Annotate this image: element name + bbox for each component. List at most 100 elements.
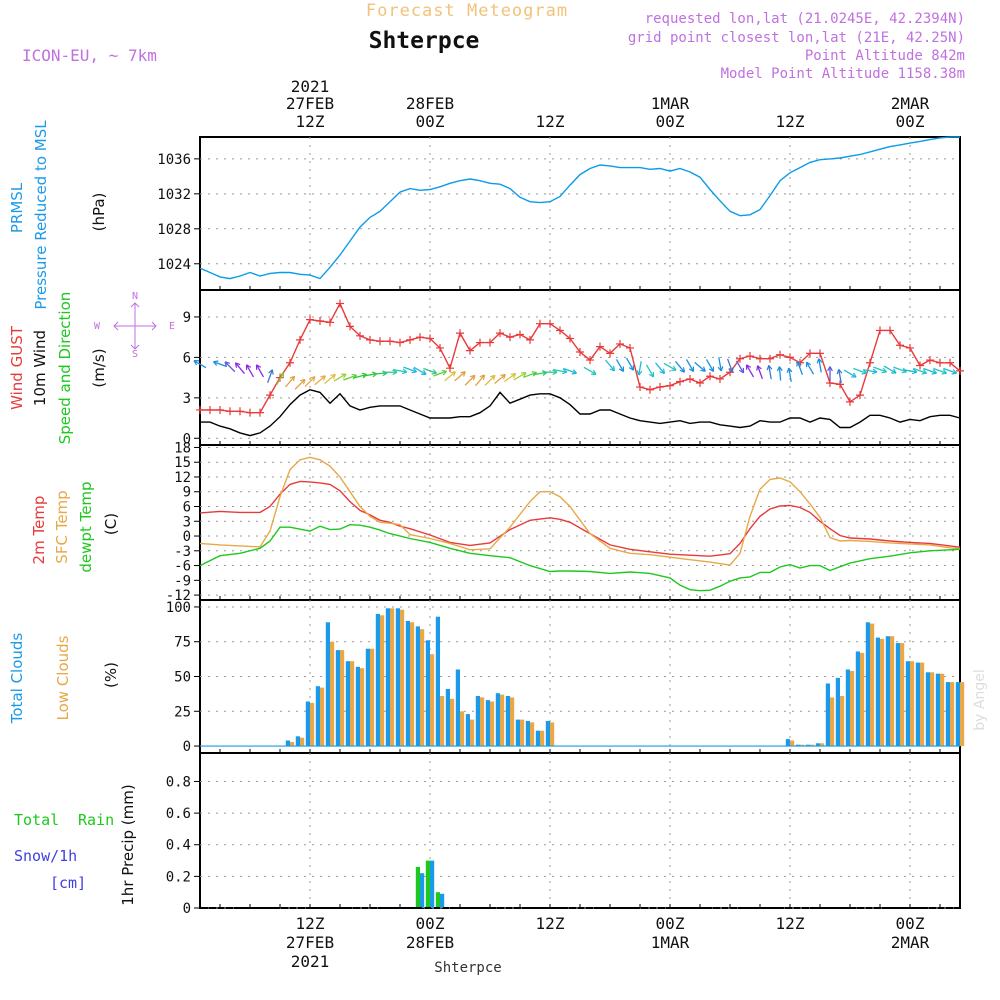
bar-low-clouds [370,648,375,747]
gust-marker [436,343,444,352]
bar-low-clouds [820,743,825,747]
wind-barb-head [671,365,677,371]
wind-barb [563,367,577,374]
compass-rose: N W E S [94,291,175,360]
temp-side-labels: 2m Temp SFC Temp dewpt Temp (C) [30,481,120,572]
bar-low-clouds [880,638,885,746]
bar-total-clouds [315,686,320,746]
gust-marker [696,379,704,387]
gust-marker [606,349,614,358]
gust-marker [386,337,394,346]
requested-coords: requested lon,lat (21.0245E, 42.2394N) [645,11,965,27]
footer-location: Shterpce [434,960,501,976]
bar-low-clouds [310,702,315,746]
wind-barb-head [776,366,783,372]
wind-barb [333,373,347,382]
snow-label: Snow/1h [14,847,77,865]
bar-total-clouds [435,616,440,747]
wind-barb-head [320,375,326,381]
bar-total-clouds [485,700,490,746]
wind-barb-head [278,372,285,378]
y-tick-label: 9 [183,485,191,501]
gust-marker [246,408,254,417]
wind-barb-head [571,369,578,375]
gust-marker [646,385,654,394]
wind-barb-head [717,366,724,372]
pressure-msl-label: Pressure Reduced to MSL [32,120,50,310]
bar-low-clouds [850,670,855,746]
y-tick-label: 0 [183,739,191,755]
wind-barb-head [618,366,625,373]
gust-marker [846,397,854,406]
wind-barb [883,365,897,374]
bar-total-clouds [915,662,920,747]
bar-total-clouds [455,669,460,746]
y-tick-label: 1032 [157,187,191,203]
gust-marker [916,361,924,370]
wind-barb-head [431,369,438,375]
bar-low-clouds [480,697,485,747]
wind-barb [685,359,695,372]
gust-marker [396,338,404,347]
wind10m-label: 10m Wind [31,330,49,406]
top-hour-label: 12Z [776,112,805,131]
wind-barb-head [450,371,456,377]
gust-marker [656,383,664,392]
bar-low-clouds [520,719,525,746]
bar-total-clouds [785,739,790,747]
wind-barb-head [330,373,336,380]
compass-n: N [132,291,138,302]
wind-barb-head [441,369,448,376]
bar-low-clouds [380,615,385,746]
watermark: by Angel [972,669,988,730]
y-tick-label: 50 [174,670,191,686]
pressure-unit-label: (hPa) [90,193,108,232]
wind-barb-head [421,369,427,375]
bar-total-clouds [365,648,370,747]
point-altitude: Point Altitude 842m [805,48,965,64]
wind-barb [224,361,236,373]
bar-total-clouds [835,677,840,747]
wind-barb [705,359,715,372]
wind-barb [843,369,857,378]
wind-barb [255,364,265,378]
bar-total-clouds [325,622,330,747]
wind-barb [266,369,274,384]
compass-e: E [169,321,175,332]
gust-marker [416,333,424,342]
gust-marker [556,326,564,335]
bar-low-clouds [940,673,945,746]
wind-barb-head [796,361,802,367]
bar-total-clouds [355,666,360,747]
model-label: ICON-EU, ~ 7km [22,46,157,65]
wind-barb-head [636,370,643,376]
bar-low-clouds [550,722,555,746]
bar-snow-1h [430,860,435,908]
gust-marker [356,331,364,340]
gust-marker [636,383,644,392]
wind-barb [663,362,677,371]
wind-barb [353,373,367,379]
wind-barb-head [460,371,466,377]
gust-marker [336,299,344,308]
wind-barb-head [609,365,616,372]
y-tick-label: 0.2 [166,869,191,885]
wind-barb [444,371,456,382]
wind-barb [523,371,537,378]
wind-barb-head [193,360,199,366]
wind-barb [902,369,918,373]
bar-total-clouds [405,620,410,747]
wind-barb-head [941,369,948,375]
bar-low-clouds [530,722,535,746]
wind-barb-head [881,367,888,374]
y-tick-label: -3 [174,544,191,560]
wind-barb-head [521,372,527,378]
wind-barb [454,371,466,382]
y-tick-label: 75 [174,635,191,651]
bar-total-clouds [445,689,450,746]
gust-marker [716,374,724,383]
wind-barb [484,374,496,386]
wind-barb [324,373,336,384]
compass-arrows [113,302,157,350]
wind-barb [213,361,227,368]
